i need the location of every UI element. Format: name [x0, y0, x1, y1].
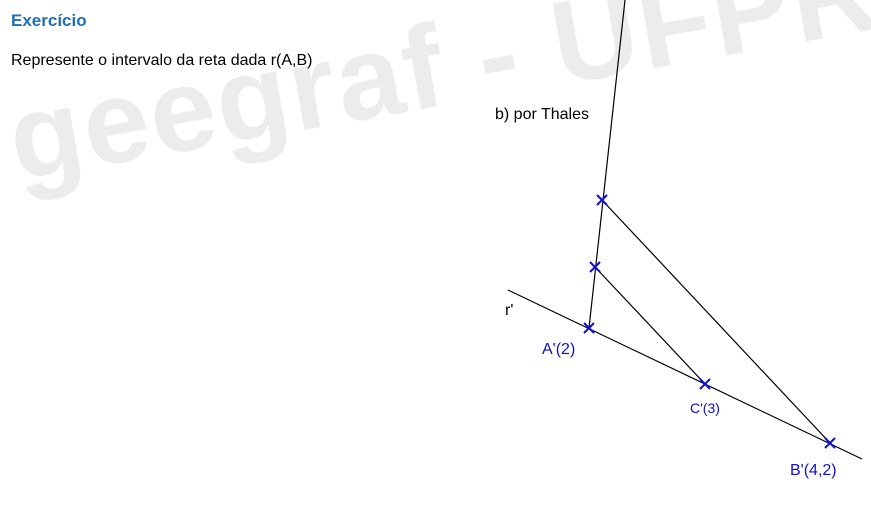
exercise-title: Exercício	[11, 11, 87, 30]
mark-c	[699, 378, 711, 390]
mark-aux-1	[589, 261, 601, 273]
line-r-prime	[507, 289, 863, 460]
point-c-label: C'(3)	[690, 400, 720, 416]
method-label: b) por Thales	[495, 106, 589, 123]
mark-a	[583, 322, 595, 334]
exercise-instruction: Represente o intervalo da reta dada r(A,…	[11, 52, 313, 69]
point-b-label: B'(4,2)	[790, 462, 837, 479]
auxiliary-ray	[588, 0, 626, 329]
parallel-c	[594, 266, 706, 385]
point-a-label: A'(2)	[542, 341, 575, 358]
parallel-b	[601, 199, 831, 444]
mark-aux-2	[596, 194, 608, 206]
mark-b	[824, 437, 836, 449]
line-r-prime-label: r'	[505, 302, 513, 319]
